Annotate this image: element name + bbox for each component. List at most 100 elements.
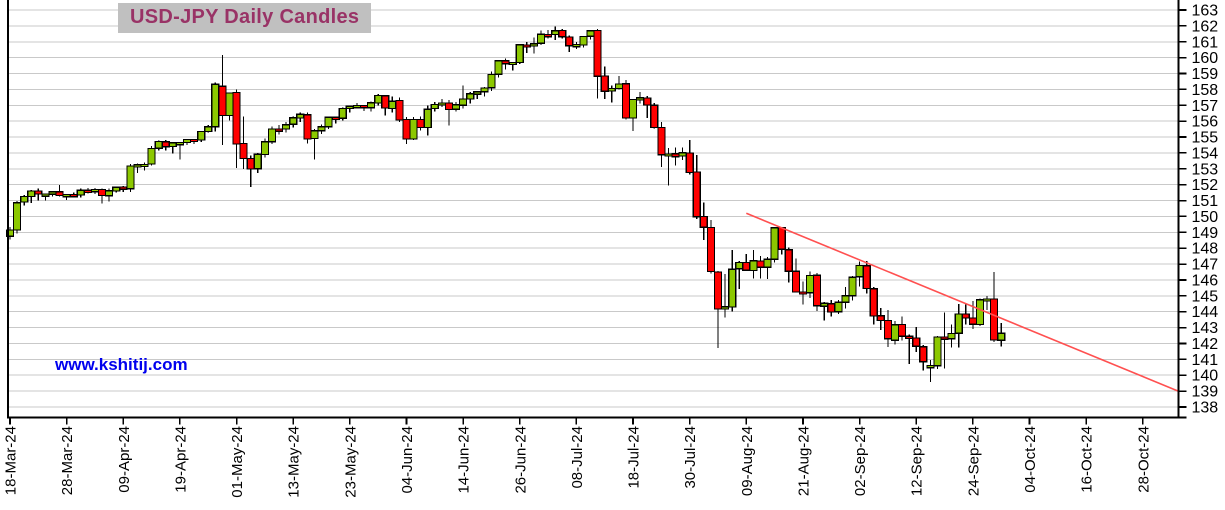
y-axis-label: 148 xyxy=(1192,241,1219,258)
x-axis-label: 23-May-24 xyxy=(342,426,359,498)
candle-body xyxy=(324,116,333,128)
candle-body xyxy=(855,264,864,278)
candle-body xyxy=(232,91,241,145)
candle-body xyxy=(218,85,227,117)
watermark-link[interactable]: www.kshitij.com xyxy=(55,355,188,374)
candle-body xyxy=(756,260,765,268)
candle-body xyxy=(246,158,255,170)
candle-body xyxy=(813,274,822,307)
candle-body xyxy=(919,346,928,363)
y-axis-label: 139 xyxy=(1192,384,1219,401)
candle-body xyxy=(643,97,652,106)
candle-body xyxy=(940,336,949,340)
candle-body xyxy=(558,30,567,38)
candle-body xyxy=(968,317,977,325)
x-axis-label: 21-Aug-24 xyxy=(795,426,812,496)
candle-body xyxy=(586,30,595,37)
candle-body xyxy=(763,258,772,268)
candle-body xyxy=(161,141,170,148)
candle-body xyxy=(112,186,121,192)
candle-body xyxy=(720,306,730,310)
candle-body xyxy=(239,142,248,160)
candle-body xyxy=(897,323,907,337)
x-axis-label: 04-Oct-24 xyxy=(1022,426,1039,493)
candle-body xyxy=(466,93,475,100)
candle-body xyxy=(650,104,659,129)
candle-body xyxy=(381,95,390,109)
candle-body xyxy=(211,83,220,128)
candle-body xyxy=(975,299,985,326)
candle-body xyxy=(621,83,631,119)
y-axis-label: 138 xyxy=(1192,400,1219,417)
x-axis-label: 24-Sep-24 xyxy=(965,426,982,496)
x-axis-label: 12-Sep-24 xyxy=(909,426,926,496)
candle-body xyxy=(282,124,291,130)
candle-body xyxy=(310,130,319,140)
candle-body xyxy=(147,147,156,165)
candle-body xyxy=(728,268,737,308)
candle-body xyxy=(508,61,517,66)
candle-body xyxy=(501,60,510,65)
candle-body xyxy=(27,190,36,198)
candle-body xyxy=(805,274,815,294)
candle-body xyxy=(926,364,935,369)
axes xyxy=(7,0,1187,419)
y-axis-label: 146 xyxy=(1192,272,1219,289)
candle-body xyxy=(905,335,914,340)
candle-body xyxy=(168,142,177,148)
candle-body xyxy=(593,30,602,77)
candle-body xyxy=(706,226,716,273)
x-axis-label: 09-Apr-24 xyxy=(116,426,133,493)
candle-body xyxy=(699,215,708,228)
candle-body xyxy=(579,35,588,46)
y-axis-label: 142 xyxy=(1192,336,1219,353)
candle-body xyxy=(487,74,496,89)
candle-body xyxy=(459,98,468,106)
y-axis-label: 150 xyxy=(1192,209,1219,226)
candle-body xyxy=(423,108,432,129)
candle-body xyxy=(529,43,539,47)
x-axis-label: 14-Jun-24 xyxy=(456,426,473,494)
candle-body xyxy=(628,98,638,119)
candle-body xyxy=(416,118,425,128)
y-axis-label: 163 xyxy=(1192,3,1219,20)
candle-body xyxy=(912,337,921,347)
candle-body xyxy=(713,271,723,310)
y-axis-label: 152 xyxy=(1192,177,1219,194)
candle-body xyxy=(444,102,454,111)
candle-body xyxy=(820,302,829,307)
candle-body xyxy=(671,153,680,158)
candle-body xyxy=(55,191,64,197)
candle-body xyxy=(189,138,199,143)
gridlines xyxy=(8,9,1179,408)
y-axis-label: 149 xyxy=(1192,225,1219,242)
candle-body xyxy=(664,153,673,157)
candle-body xyxy=(133,164,142,168)
candle-body xyxy=(543,34,553,38)
candle-body xyxy=(678,152,687,157)
x-axis-label: 30-Jul-24 xyxy=(682,426,699,489)
candle-body xyxy=(600,75,609,92)
candle-body xyxy=(83,189,92,194)
candle-body xyxy=(289,117,298,125)
candle-body xyxy=(274,128,284,132)
candle-body xyxy=(253,153,262,170)
x-axis: 18-Mar-24 28-Mar-24 09-Apr-24 19-Apr-24 01-M… xyxy=(3,417,1152,498)
candle-body xyxy=(742,261,751,271)
candle-body xyxy=(345,105,354,110)
x-axis-label: 18-Jul-24 xyxy=(626,426,643,489)
candle-body xyxy=(841,295,850,303)
candle-body xyxy=(933,336,942,367)
candle-body xyxy=(876,315,885,322)
candle-body xyxy=(848,276,857,297)
candle-body xyxy=(657,126,666,156)
candle-body xyxy=(69,193,78,198)
y-axis-label: 141 xyxy=(1192,352,1219,369)
candle-body xyxy=(473,91,482,95)
candle-body xyxy=(430,104,439,110)
candle-body xyxy=(522,44,531,48)
candle-body xyxy=(359,104,369,109)
candle-body xyxy=(338,107,347,119)
candle-body xyxy=(267,128,277,143)
candle-body xyxy=(614,83,623,90)
